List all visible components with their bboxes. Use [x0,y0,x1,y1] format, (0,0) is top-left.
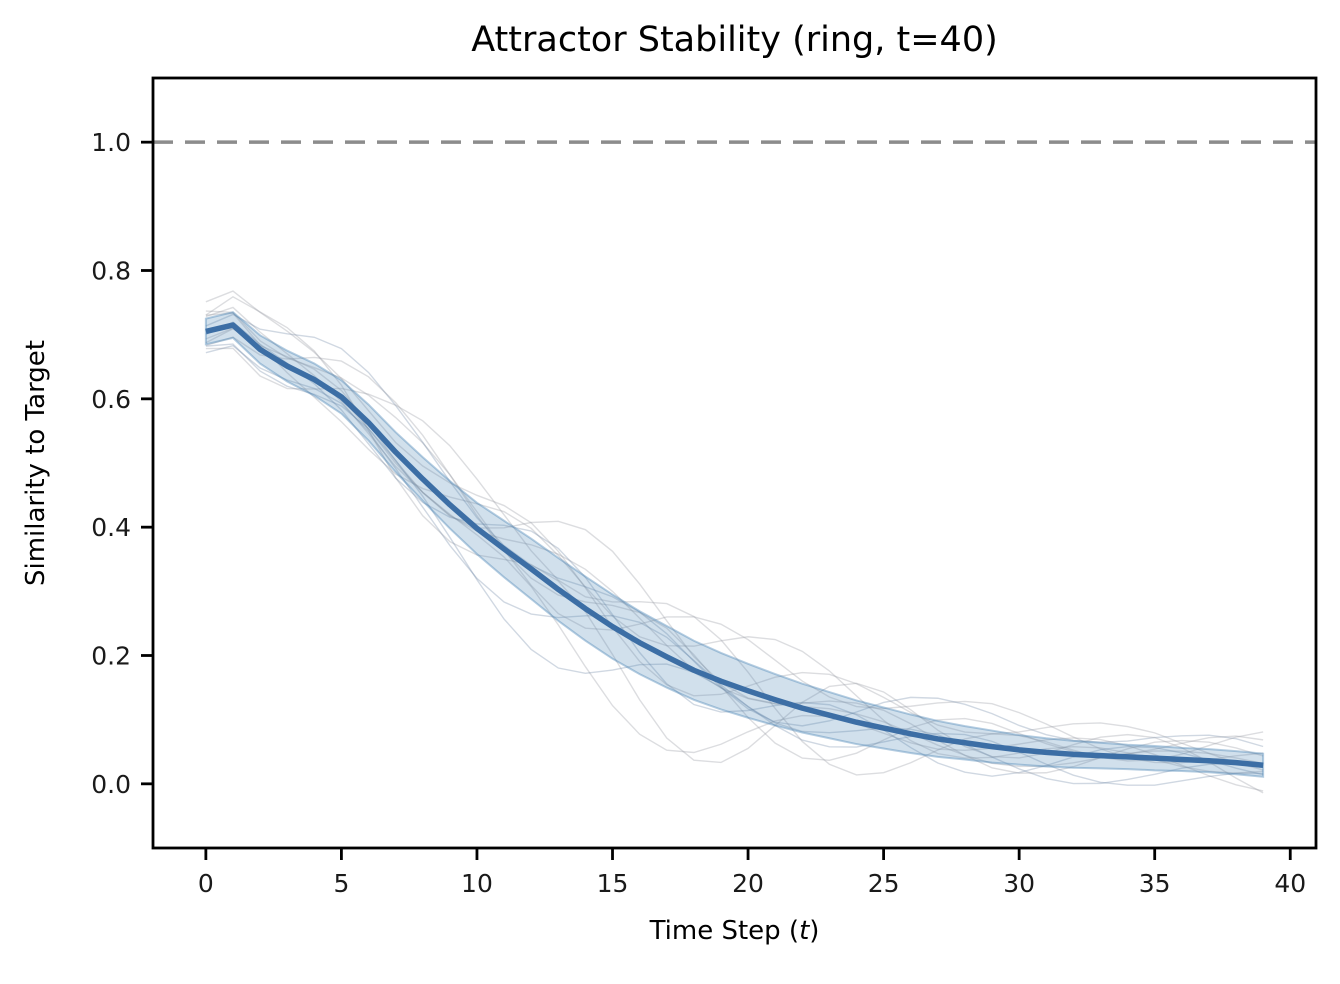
x-tick-label: 30 [1003,869,1035,898]
y-axis-label: Similarity to Target [21,340,51,586]
mean-similarity-line [205,322,1264,768]
x-axis-label: Time Step (t) [153,916,1316,946]
std-band [204,311,1265,778]
x-tick-label: 25 [868,869,900,898]
trial-line [205,295,1264,794]
trial-line [205,343,1264,786]
trial-line [205,344,1264,785]
axes-frame [151,76,1318,850]
x-tick-label: 20 [732,869,764,898]
x-axis-label-suffix: ) [809,916,820,946]
x-tick-label: 40 [1274,869,1306,898]
y-tick-label: 0.0 [91,770,131,799]
x-tick-label: 5 [333,869,349,898]
y-tick-label: 0.2 [91,642,131,671]
x-tick-label: 0 [198,869,214,898]
y-tick-label: 1.0 [91,128,131,157]
trial-line [205,313,1264,748]
x-tick-label: 35 [1139,869,1171,898]
trial-line [205,306,1264,792]
trial-line [205,290,1264,771]
y-tick-label: 0.4 [91,513,131,542]
trial-line [205,327,1264,768]
chart-title: Attractor Stability (ring, t=40) [471,20,998,60]
y-tick-label: 0.8 [91,257,131,286]
y-tick-label: 0.6 [91,385,131,414]
trial-line [205,310,1264,764]
trial-line [205,327,1264,774]
x-axis-label-italic-t: t [799,916,810,946]
trial-line [205,312,1264,774]
x-axis-label-text: Time Step ( [649,916,800,946]
x-tick-label: 10 [461,869,493,898]
x-tick-label: 15 [597,869,629,898]
